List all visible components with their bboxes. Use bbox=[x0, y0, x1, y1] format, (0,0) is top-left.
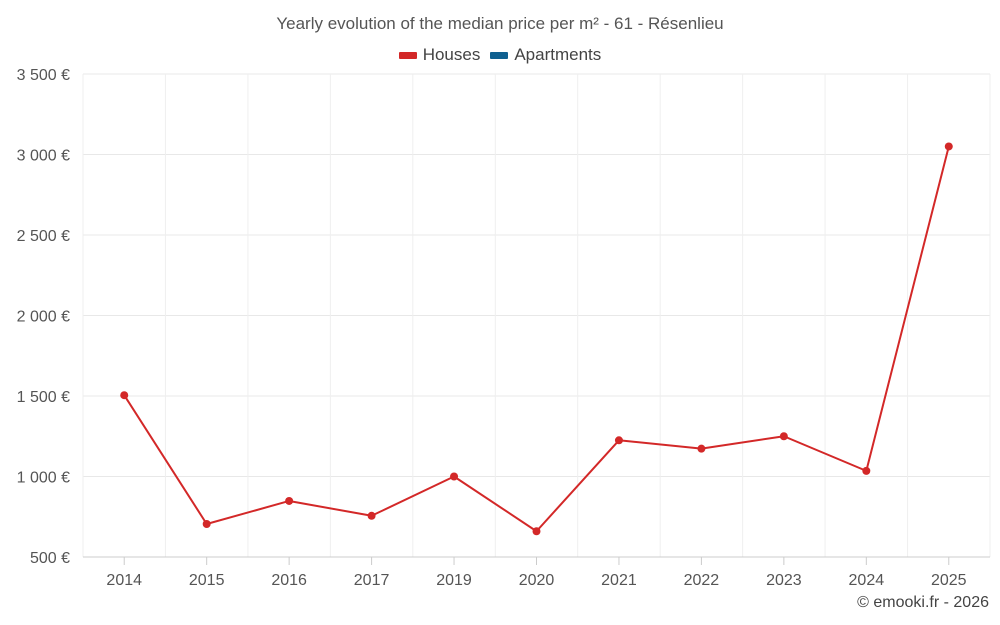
data-point-houses bbox=[532, 527, 541, 536]
x-tick-label: 2019 bbox=[436, 572, 472, 589]
legend-item-apartments[interactable]: Apartments bbox=[490, 45, 601, 65]
data-point-houses bbox=[779, 432, 788, 441]
legend-swatch-apartments bbox=[490, 51, 509, 59]
x-tick-label: 2014 bbox=[106, 572, 142, 589]
data-point-houses bbox=[285, 496, 294, 505]
copyright-text: © emooki.fr - 2026 bbox=[857, 594, 989, 611]
y-tick-label: 500 € bbox=[30, 550, 70, 567]
x-tick-label: 2023 bbox=[766, 572, 802, 589]
x-tick-label: 2016 bbox=[271, 572, 307, 589]
legend-swatch-houses bbox=[398, 51, 417, 59]
legend-item-houses[interactable]: Houses bbox=[398, 45, 481, 65]
x-tick-label: 2021 bbox=[601, 572, 637, 589]
y-tick-label: 3 000 € bbox=[17, 148, 70, 165]
legend-label-houses: Houses bbox=[422, 45, 481, 64]
x-tick-label: 2022 bbox=[684, 572, 720, 589]
data-point-houses bbox=[202, 519, 211, 528]
x-tick-label: 2017 bbox=[354, 572, 390, 589]
data-point-houses bbox=[120, 391, 129, 400]
x-tick-label: 2020 bbox=[519, 572, 555, 589]
x-tick-label: 2015 bbox=[189, 572, 225, 589]
x-tick-label: 2025 bbox=[931, 572, 967, 589]
y-tick-label: 1 000 € bbox=[17, 470, 70, 487]
data-point-houses bbox=[450, 472, 459, 481]
data-point-houses bbox=[697, 444, 706, 453]
y-tick-label: 1 500 € bbox=[17, 389, 70, 406]
chart-title: Yearly evolution of the median price per… bbox=[276, 14, 724, 33]
y-tick-label: 2 500 € bbox=[17, 228, 70, 245]
chart-legend: Houses Apartments bbox=[0, 45, 1000, 65]
legend-label-apartments: Apartments bbox=[514, 45, 602, 64]
y-tick-label: 3 500 € bbox=[17, 67, 70, 84]
data-point-houses bbox=[614, 436, 623, 445]
x-tick-label: 2024 bbox=[849, 572, 885, 589]
data-point-houses bbox=[944, 142, 953, 151]
data-point-houses bbox=[862, 466, 871, 475]
y-tick-label: 2 000 € bbox=[17, 309, 70, 326]
data-point-houses bbox=[367, 511, 376, 520]
